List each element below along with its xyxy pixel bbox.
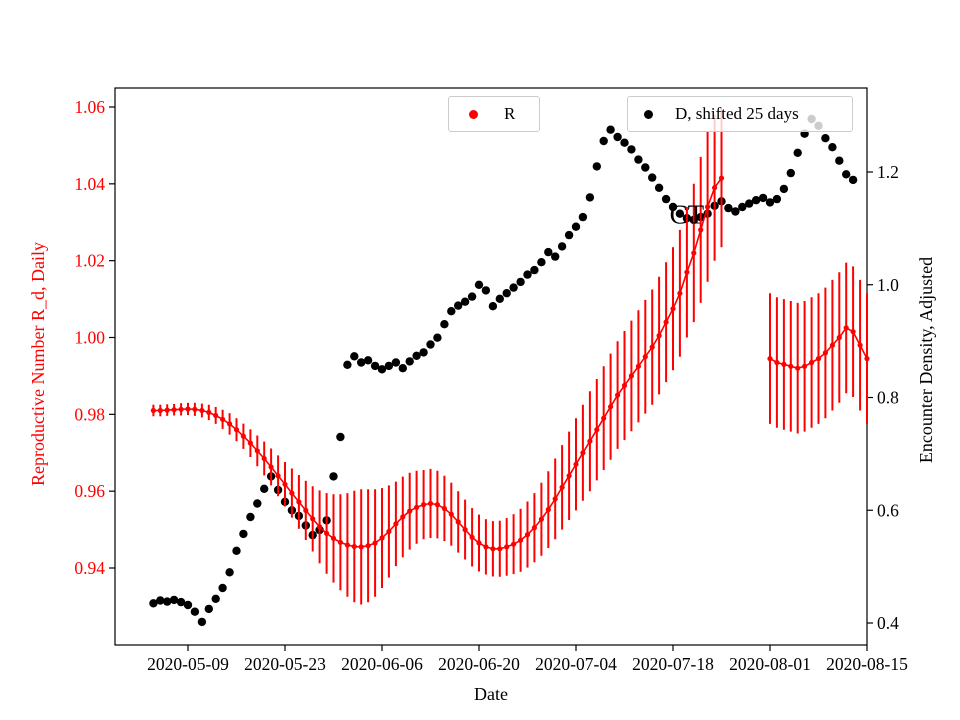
svg-text:0.94: 0.94 xyxy=(74,558,105,578)
plot-area: 2020-05-09 2020-05-23 2020-06-06 2020-06-20… xyxy=(74,87,908,674)
svg-text:0.4: 0.4 xyxy=(877,613,899,633)
legend-r-label: R xyxy=(504,104,516,123)
svg-text:1.06: 1.06 xyxy=(74,97,105,117)
legend-r: R xyxy=(448,96,540,132)
x-axis-label: Date xyxy=(474,684,508,704)
svg-text:2020-06-20: 2020-06-20 xyxy=(438,654,520,674)
svg-text:CT: CT xyxy=(670,200,705,230)
r-series-marker-icon xyxy=(469,109,478,119)
svg-text:0.6: 0.6 xyxy=(877,500,899,520)
svg-text:1.02: 1.02 xyxy=(74,251,105,271)
d-series-marker-icon xyxy=(644,109,653,119)
svg-text:0.96: 0.96 xyxy=(74,481,105,501)
svg-text:1.2: 1.2 xyxy=(877,162,899,182)
y-axis-right-label: Encounter Density, Adjusted xyxy=(916,257,936,463)
svg-text:2020-06-06: 2020-06-06 xyxy=(341,654,423,674)
svg-text:0.98: 0.98 xyxy=(74,404,105,424)
svg-text:2020-07-04: 2020-07-04 xyxy=(535,654,617,674)
svg-text:2020-05-23: 2020-05-23 xyxy=(244,654,326,674)
svg-text:1.00: 1.00 xyxy=(74,328,105,348)
svg-text:2020-07-18: 2020-07-18 xyxy=(632,654,714,674)
svg-text:2020-08-01: 2020-08-01 xyxy=(729,654,811,674)
svg-text:1.0: 1.0 xyxy=(877,275,899,295)
y-axis-left-label: Reproductive Number R_d, Daily xyxy=(28,242,48,486)
svg-text:1.04: 1.04 xyxy=(74,174,105,194)
legend-d-label: D, shifted 25 days xyxy=(675,104,799,123)
svg-text:0.8: 0.8 xyxy=(877,388,899,408)
legend-d: D, shifted 25 days xyxy=(627,96,853,132)
svg-text:2020-05-09: 2020-05-09 xyxy=(147,654,229,674)
svg-text:2020-08-15: 2020-08-15 xyxy=(826,654,908,674)
